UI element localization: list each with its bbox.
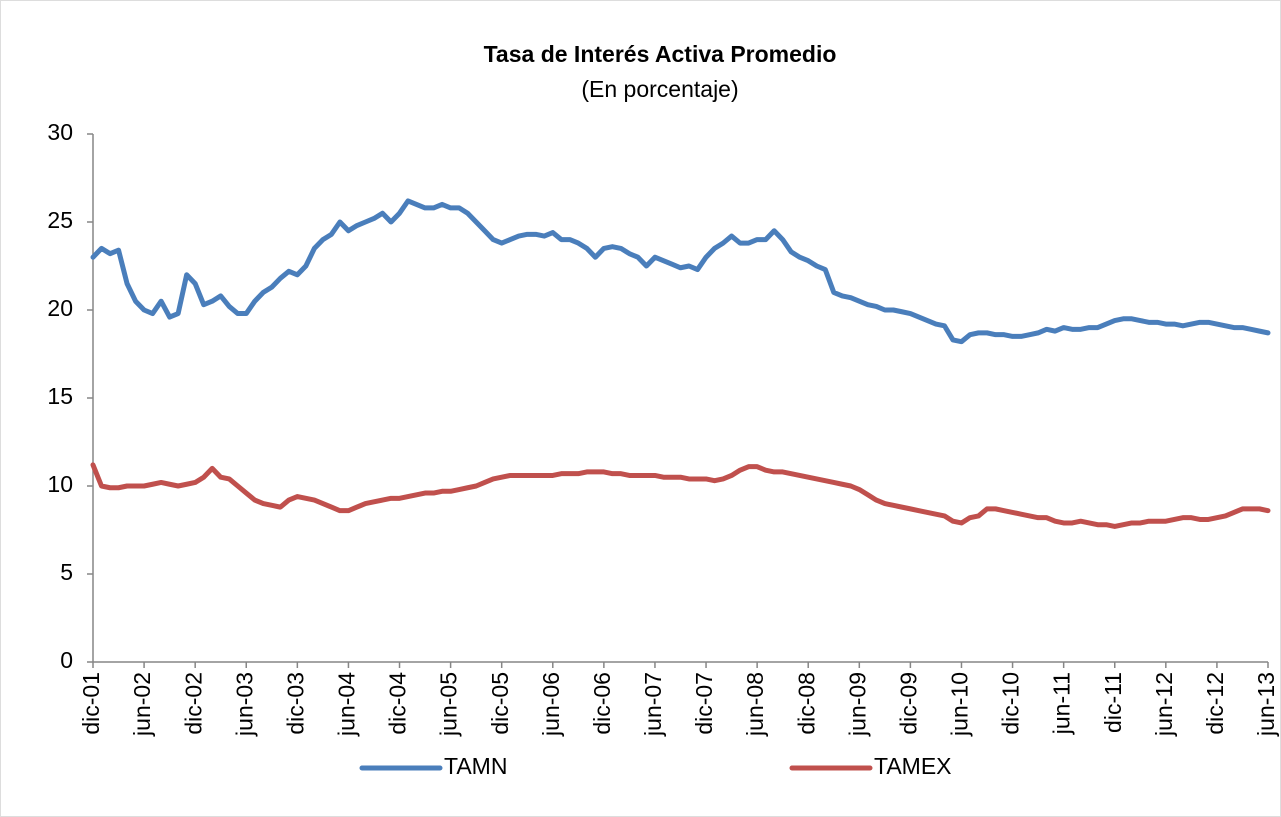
y-tick-label: 15 xyxy=(47,383,73,409)
x-tick-label: dic-06 xyxy=(589,672,615,735)
series-line xyxy=(90,198,1271,345)
series-line xyxy=(90,462,1271,529)
x-tick-label: jun-04 xyxy=(334,672,360,737)
x-tick-label: jun-09 xyxy=(844,672,870,737)
x-tick-label: dic-07 xyxy=(691,672,717,735)
y-tick-label: 20 xyxy=(47,295,73,321)
x-tick-label: jun-06 xyxy=(538,672,564,737)
chart-subtitle: (En porcentaje) xyxy=(581,76,738,102)
legend-label: TAMN xyxy=(444,753,507,779)
x-tick-label: dic-01 xyxy=(78,672,104,735)
x-tick-label: jun-12 xyxy=(1151,672,1177,737)
y-tick-label: 25 xyxy=(47,207,73,233)
x-tick-label: dic-12 xyxy=(1202,672,1228,735)
x-tick-label: dic-10 xyxy=(998,672,1024,735)
x-tick-label: dic-08 xyxy=(793,672,819,735)
x-tick-label: dic-11 xyxy=(1100,672,1126,733)
x-tick-label: jun-02 xyxy=(129,672,155,737)
x-tick-label: dic-03 xyxy=(282,672,308,735)
x-tick-label: jun-03 xyxy=(231,672,257,737)
y-tick-label: 10 xyxy=(47,471,73,497)
x-tick-label: dic-02 xyxy=(180,672,206,735)
x-tick-label: jun-05 xyxy=(436,672,462,737)
y-tick-label: 5 xyxy=(60,559,73,585)
x-tick-label: jun-10 xyxy=(947,672,973,737)
x-tick-label: jun-13 xyxy=(1253,672,1279,737)
x-tick-label: dic-09 xyxy=(895,672,921,735)
x-tick-label: jun-11 xyxy=(1049,672,1075,735)
legend-label: TAMEX xyxy=(874,753,952,779)
y-tick-label: 0 xyxy=(60,647,73,673)
x-tick-label: dic-05 xyxy=(487,672,513,735)
y-tick-label: 30 xyxy=(47,119,73,145)
chart-title: Tasa de Interés Activa Promedio xyxy=(484,41,837,67)
x-tick-label: dic-04 xyxy=(385,672,411,735)
x-tick-label: jun-08 xyxy=(742,672,768,737)
x-tick-label: jun-07 xyxy=(640,672,666,737)
